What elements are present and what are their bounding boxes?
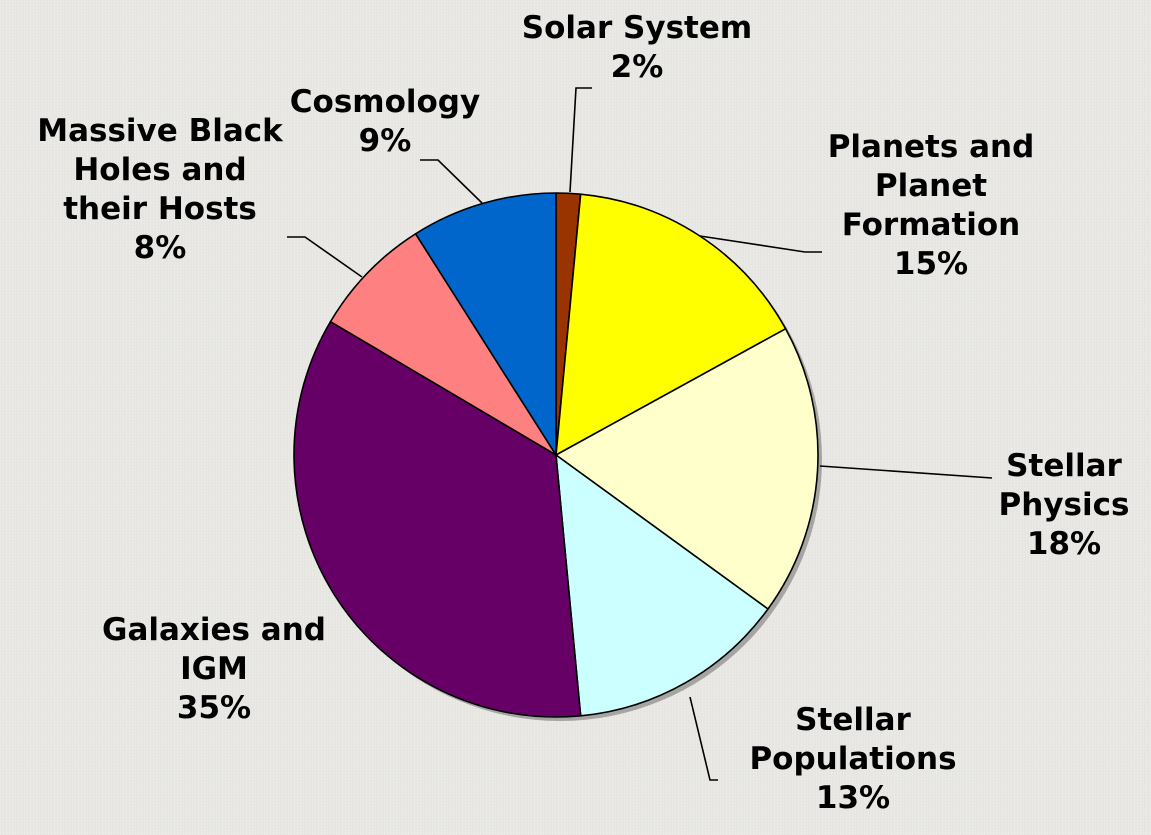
label-cosmology: Cosmology 9% bbox=[290, 84, 480, 159]
percent-label-cosmology: 9% bbox=[359, 123, 412, 159]
leader-line-stellar-physics bbox=[819, 465, 993, 479]
label-line-galaxies-and-igm: Galaxies and bbox=[102, 612, 326, 648]
leader-lines bbox=[287, 87, 993, 781]
label-line-planets-and-planet-formation: Planets and bbox=[828, 129, 1035, 165]
label-solar-system: Solar System 2% bbox=[522, 10, 752, 85]
pie-slices bbox=[293, 192, 819, 718]
label-galaxies-and-igm: Galaxies and IGM 35% bbox=[102, 612, 326, 726]
label-line-stellar-populations: Populations bbox=[749, 741, 956, 777]
percent-label-solar-system: 2% bbox=[611, 49, 664, 85]
percent-label-stellar-physics: 18% bbox=[1027, 526, 1101, 562]
label-line-planets-and-planet-formation: Planet bbox=[875, 168, 987, 204]
label-stellar-physics: Stellar Physics 18% bbox=[999, 448, 1130, 562]
label-line-massive-black-holes-and-their-hosts: their Hosts bbox=[63, 191, 257, 227]
slice-planets-and-planet-formation bbox=[555, 193, 787, 456]
label-line-massive-black-holes-and-their-hosts: Massive Black bbox=[37, 113, 284, 149]
label-line-massive-black-holes-and-their-hosts: Holes and bbox=[73, 152, 246, 188]
slice-stellar-populations bbox=[555, 454, 769, 717]
slice-galaxies-and-igm bbox=[293, 320, 582, 718]
leader-line-stellar-populations bbox=[689, 696, 718, 781]
leader-line-cosmology bbox=[420, 159, 483, 204]
leader-line-solar-system bbox=[569, 87, 592, 193]
slice-stellar-physics bbox=[555, 327, 819, 610]
percent-label-stellar-populations: 13% bbox=[816, 780, 890, 816]
label-line-planets-and-planet-formation: Formation bbox=[842, 207, 1021, 243]
percent-label-planets-and-planet-formation: 15% bbox=[894, 246, 968, 282]
label-massive-black-holes-and-their-hosts: Massive Black Holes and their Hosts 8% bbox=[37, 113, 284, 266]
label-line-cosmology: Cosmology bbox=[290, 84, 480, 120]
label-planets-and-planet-formation: Planets and Planet Formation 15% bbox=[828, 129, 1035, 282]
leader-line-massive-black-holes-and-their-hosts bbox=[287, 236, 363, 278]
label-line-stellar-physics: Stellar bbox=[1006, 448, 1122, 484]
slice-cosmology bbox=[414, 192, 557, 456]
label-line-galaxies-and-igm: IGM bbox=[180, 651, 248, 687]
slice-labels: Solar System 2% Planets and Planet Formation… bbox=[37, 10, 1129, 816]
percent-label-massive-black-holes-and-their-hosts: 8% bbox=[134, 230, 187, 266]
label-line-stellar-populations: Stellar bbox=[795, 702, 911, 738]
leader-line-planets-and-planet-formation bbox=[699, 235, 822, 253]
percent-label-galaxies-and-igm: 35% bbox=[177, 690, 251, 726]
label-line-stellar-physics: Physics bbox=[999, 487, 1130, 523]
slice-massive-black-holes-and-their-hosts bbox=[329, 232, 557, 456]
label-stellar-populations: Stellar Populations 13% bbox=[749, 702, 956, 816]
label-line-solar-system: Solar System bbox=[522, 10, 752, 46]
